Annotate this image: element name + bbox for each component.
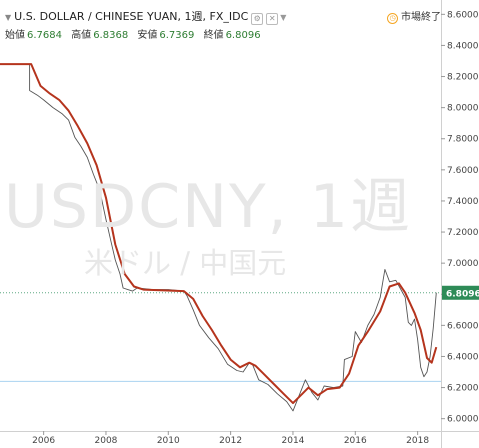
- market-status-text: 市場終了: [401, 12, 441, 23]
- y-tick-label: 8.0000: [447, 104, 479, 114]
- moving-average-line: [0, 63, 438, 405]
- y-tick-label: 6.6000: [447, 321, 479, 331]
- chevron-down-icon[interactable]: ▼: [5, 13, 12, 22]
- chevron-down-icon[interactable]: ▼: [280, 13, 287, 22]
- open-value: 6.7684: [27, 30, 62, 41]
- x-tick-label: 2014: [282, 436, 305, 446]
- y-tick-label: 8.2000: [447, 73, 479, 83]
- chart-header: ▼ U.S. DOLLAR / CHINESE YUAN, 1週, FX_IDC ⚙…: [0, 0, 479, 42]
- close-label: 終値: [203, 30, 224, 41]
- y-tick-label: 6.0000: [447, 415, 479, 425]
- x-tick-label: 2012: [219, 436, 242, 446]
- clock-icon: ◷: [387, 13, 398, 24]
- y-tick-label: 7.4000: [447, 197, 479, 207]
- low-value: 6.7369: [159, 30, 195, 41]
- y-tick-label: 7.0000: [447, 259, 479, 269]
- y-tick-label: 7.6000: [447, 166, 479, 176]
- y-tick-label: 7.8000: [447, 135, 479, 145]
- close-icon[interactable]: ✕: [266, 13, 279, 25]
- y-tick-label: 7.2000: [447, 228, 479, 238]
- x-tick-label: 2018: [406, 436, 429, 446]
- y-tick-label: 6.2000: [447, 384, 479, 394]
- x-tick-label: 2016: [344, 436, 367, 446]
- price-badge-label: 6.8096: [446, 289, 479, 299]
- y-tick-label: 8.4000: [447, 41, 479, 51]
- high-label: 高値: [71, 30, 92, 41]
- symbol-row: ▼ U.S. DOLLAR / CHINESE YUAN, 1週, FX_IDC ⚙…: [5, 8, 286, 25]
- name-watermark: 米ドル / 中国元: [84, 246, 287, 280]
- high-value: 6.8368: [93, 30, 129, 41]
- market-status: ◷ 市場終了: [387, 8, 441, 24]
- open-label: 始値: [5, 30, 25, 41]
- settings-icon[interactable]: ⚙: [251, 13, 264, 25]
- y-tick-label: 8.6000: [447, 10, 479, 20]
- price-badge: [442, 285, 479, 300]
- x-tick-label: 2008: [95, 436, 118, 446]
- y-tick-label: 6.4000: [447, 352, 479, 362]
- low-label: 安値: [137, 30, 158, 41]
- x-tick-label: 2010: [157, 436, 180, 446]
- close-value: 6.8096: [225, 30, 261, 41]
- symbol-watermark: USDCNY, 1週: [4, 172, 412, 242]
- x-tick-label: 2006: [32, 436, 55, 446]
- symbol-title[interactable]: U.S. DOLLAR / CHINESE YUAN, 1週, FX_IDC: [14, 10, 249, 23]
- ohlc-row: 始値 6.7684 高値 6.8368 安値 6.7369 終値 6.8096: [5, 26, 267, 41]
